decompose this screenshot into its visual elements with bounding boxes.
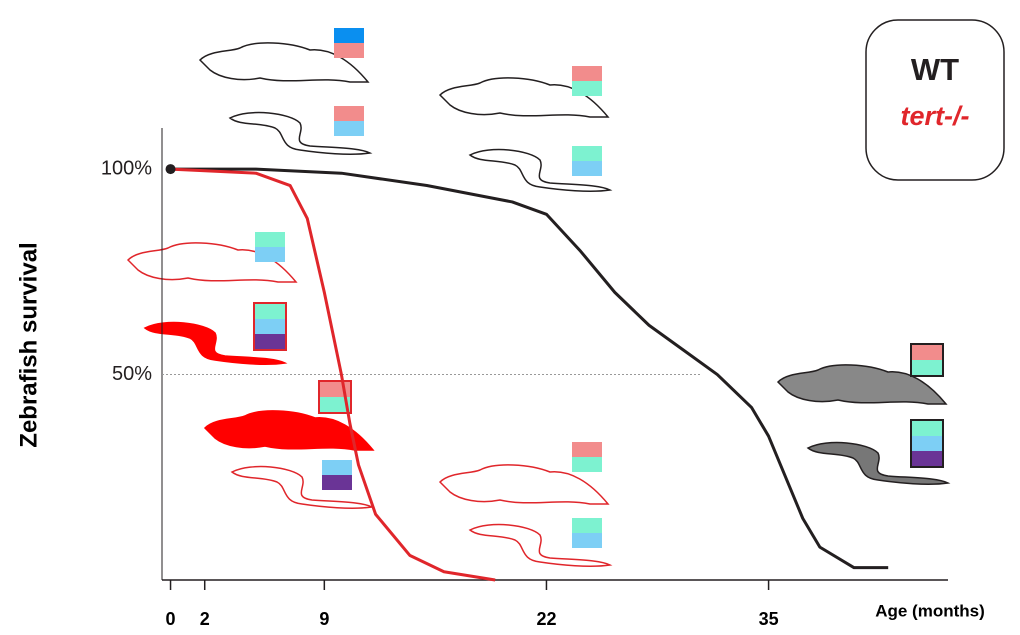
color-square [255,319,285,334]
color-square [572,81,602,96]
legend-box [866,20,1004,180]
color-square [912,451,942,466]
x-tick-label: 0 [166,609,176,629]
color-square [334,43,364,58]
y-tick-label: 50% [112,363,152,385]
x-tick-label: 9 [319,609,329,629]
x-tick-label: 2 [200,609,210,629]
color-square [334,28,364,43]
color-square [322,475,352,490]
legend-label: WT [911,52,959,87]
color-square [572,533,602,548]
survival-curve [171,169,889,568]
color-square [255,232,285,247]
color-square [912,421,942,436]
start-point [166,164,176,174]
color-square [255,334,285,349]
legend-label: tert-/- [901,101,970,131]
color-square [334,121,364,136]
x-tick-label: 22 [536,609,556,629]
x-axis-title: Age (months) [875,601,985,620]
color-square [912,360,942,375]
x-tick-label: 35 [759,609,779,629]
chart: Zebrafish survival Age (months) 100% 50% 0… [0,0,1020,635]
color-square [572,518,602,533]
color-square [572,161,602,176]
y-tick-label: 100% [101,157,152,179]
color-square [255,247,285,262]
color-square [912,345,942,360]
y-axis-title: Zebrafish survival [15,242,42,447]
color-square [322,460,352,475]
color-square [334,106,364,121]
color-square [572,66,602,81]
color-square [912,436,942,451]
color-square [572,442,602,457]
color-square [572,457,602,472]
color-square [255,304,285,319]
color-square [572,146,602,161]
